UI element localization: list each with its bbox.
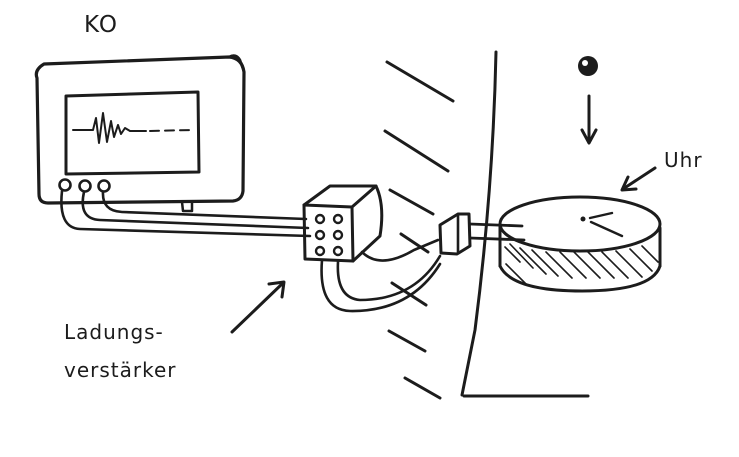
connector-2-icon [78,179,92,193]
amplifier-pointer-arrow-icon [230,280,286,334]
charge-amplifier-label-line-1: Ladungs- [64,320,164,344]
waveform-trace [72,112,147,144]
connector-3-icon [97,179,111,193]
connector-1-icon [58,178,72,192]
charge-amplifier-box-icon [302,184,442,313]
wall-outline [460,50,590,398]
clock-pointer-arrow-icon [620,166,657,192]
falling-ball-icon [578,56,598,76]
fall-arrow-icon [580,94,598,145]
cable-icon [60,189,312,238]
clock-label: Uhr [664,148,703,172]
charge-amplifier-label-line-2: verstärker [64,358,177,382]
wall-hatching [383,60,455,400]
piezo-sensor-icon [438,212,526,256]
oscilloscope-icon [34,54,246,213]
clock-disc-icon [498,195,662,293]
oscilloscope-label: KO [84,12,118,38]
